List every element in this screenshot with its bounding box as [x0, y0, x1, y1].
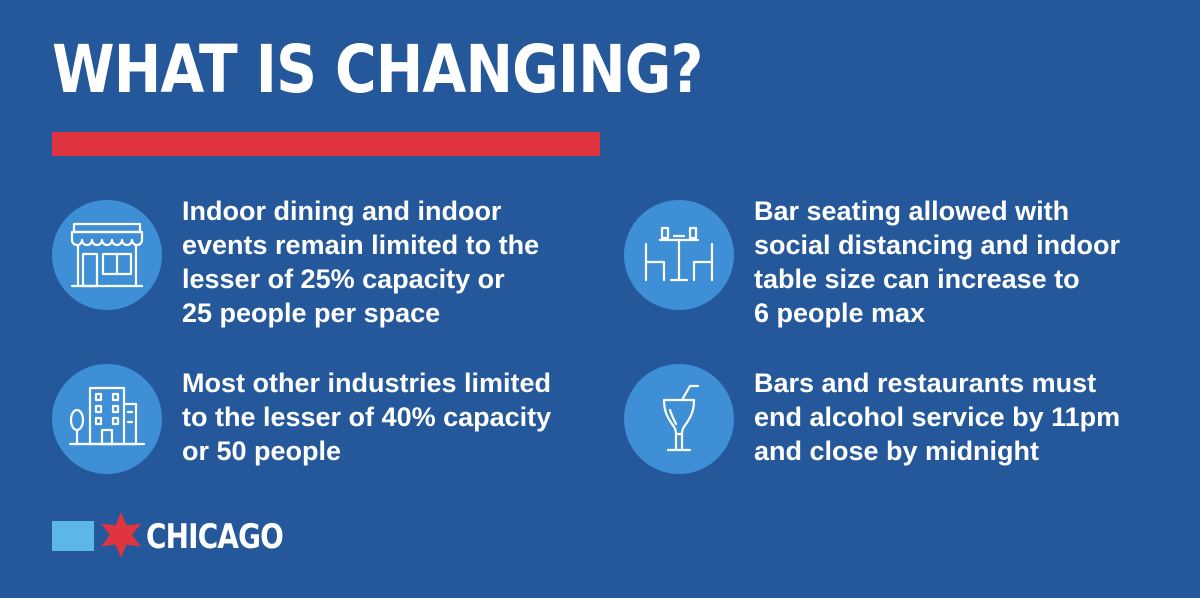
six-point-star-icon: [101, 512, 141, 558]
item-text-line: Indoor dining and indoor: [182, 196, 502, 226]
item-text-line: end alcohol service by 11pm: [754, 402, 1121, 432]
item-text-line: Bar seating allowed with: [754, 196, 1070, 226]
page-title: WHAT IS CHANGING?: [52, 31, 703, 108]
item-text-line: to the lesser of 40% capacity: [182, 402, 552, 432]
item-text-line: and close by midnight: [754, 436, 1040, 466]
item-text-line: or 50 people: [182, 436, 342, 466]
cocktail-icon: [624, 364, 734, 474]
logo-text: CHICAGO: [146, 517, 284, 557]
storefront-icon: [52, 200, 162, 310]
item-text-line: lesser of 25% capacity or: [182, 264, 505, 294]
flag-blue-block: [52, 521, 94, 551]
item-text-line: social distancing and indoor: [754, 230, 1121, 260]
item-text-line: events remain limited to the: [182, 230, 540, 260]
item-text-line: table size can increase to: [754, 264, 1080, 294]
item-text-line: 6 people max: [754, 298, 926, 328]
title-underline-bar: [52, 132, 600, 156]
bar-seating-icon: [624, 200, 734, 310]
buildings-icon: [52, 364, 162, 474]
item-text-line: Most other industries limited: [182, 368, 552, 398]
item-text-line: Bars and restaurants must: [754, 368, 1097, 398]
item-text-line: 25 people per space: [182, 298, 441, 328]
